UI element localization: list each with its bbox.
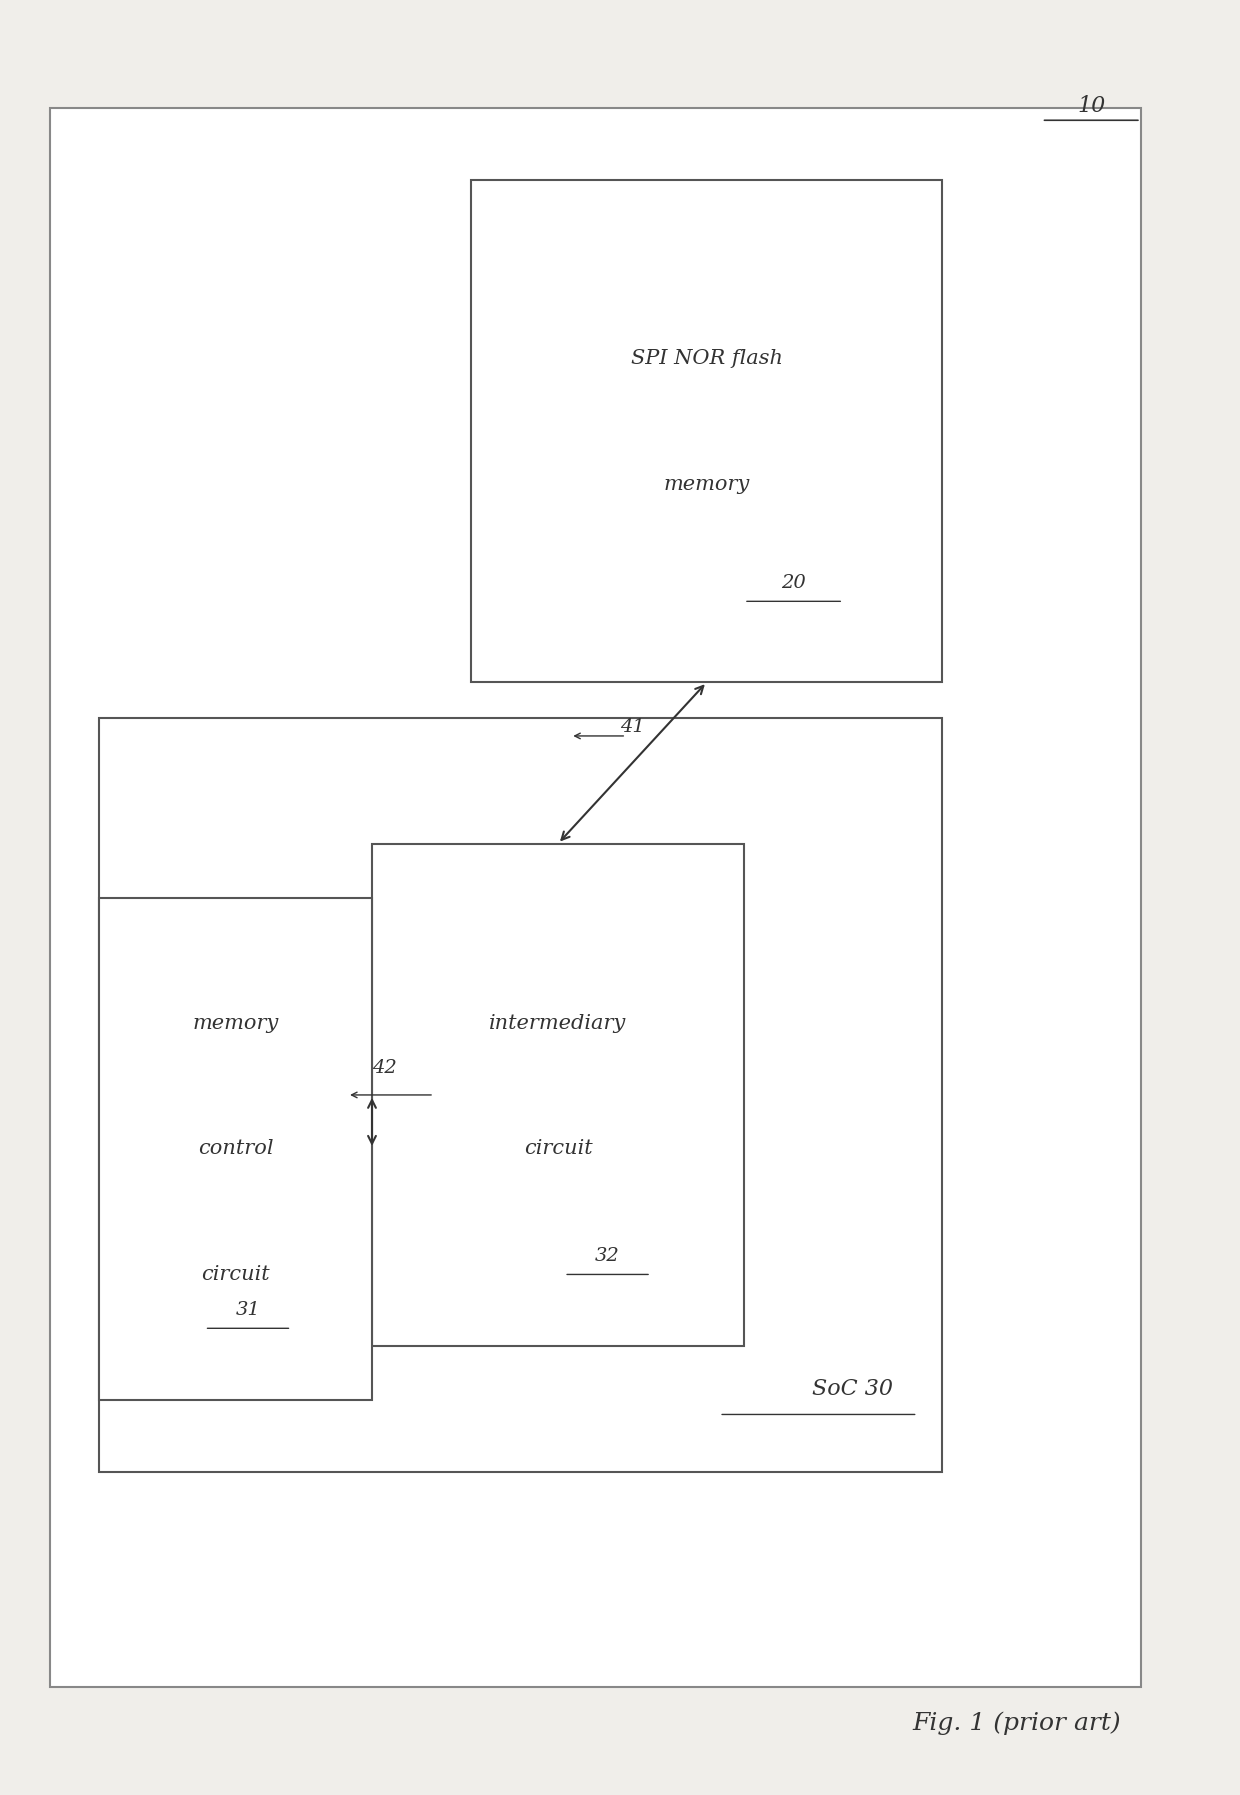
- FancyBboxPatch shape: [99, 898, 372, 1400]
- Text: circuit: circuit: [523, 1140, 593, 1158]
- FancyBboxPatch shape: [372, 844, 744, 1346]
- Text: SoC 30: SoC 30: [812, 1379, 893, 1400]
- Text: memory: memory: [192, 1014, 279, 1032]
- Text: SPI NOR flash: SPI NOR flash: [631, 350, 782, 368]
- Text: circuit: circuit: [201, 1265, 270, 1283]
- FancyBboxPatch shape: [50, 108, 1141, 1687]
- Text: 20: 20: [781, 574, 806, 592]
- Text: 41: 41: [620, 718, 645, 736]
- Text: Fig. 1 (prior art): Fig. 1 (prior art): [913, 1711, 1121, 1736]
- Text: 42: 42: [372, 1059, 397, 1077]
- Text: intermediary: intermediary: [490, 1014, 626, 1032]
- Text: 10: 10: [1078, 95, 1105, 117]
- Text: memory: memory: [663, 476, 750, 494]
- FancyBboxPatch shape: [99, 718, 942, 1472]
- Text: 31: 31: [236, 1301, 260, 1319]
- FancyBboxPatch shape: [471, 180, 942, 682]
- Text: control: control: [198, 1140, 273, 1158]
- Text: 32: 32: [595, 1248, 620, 1265]
